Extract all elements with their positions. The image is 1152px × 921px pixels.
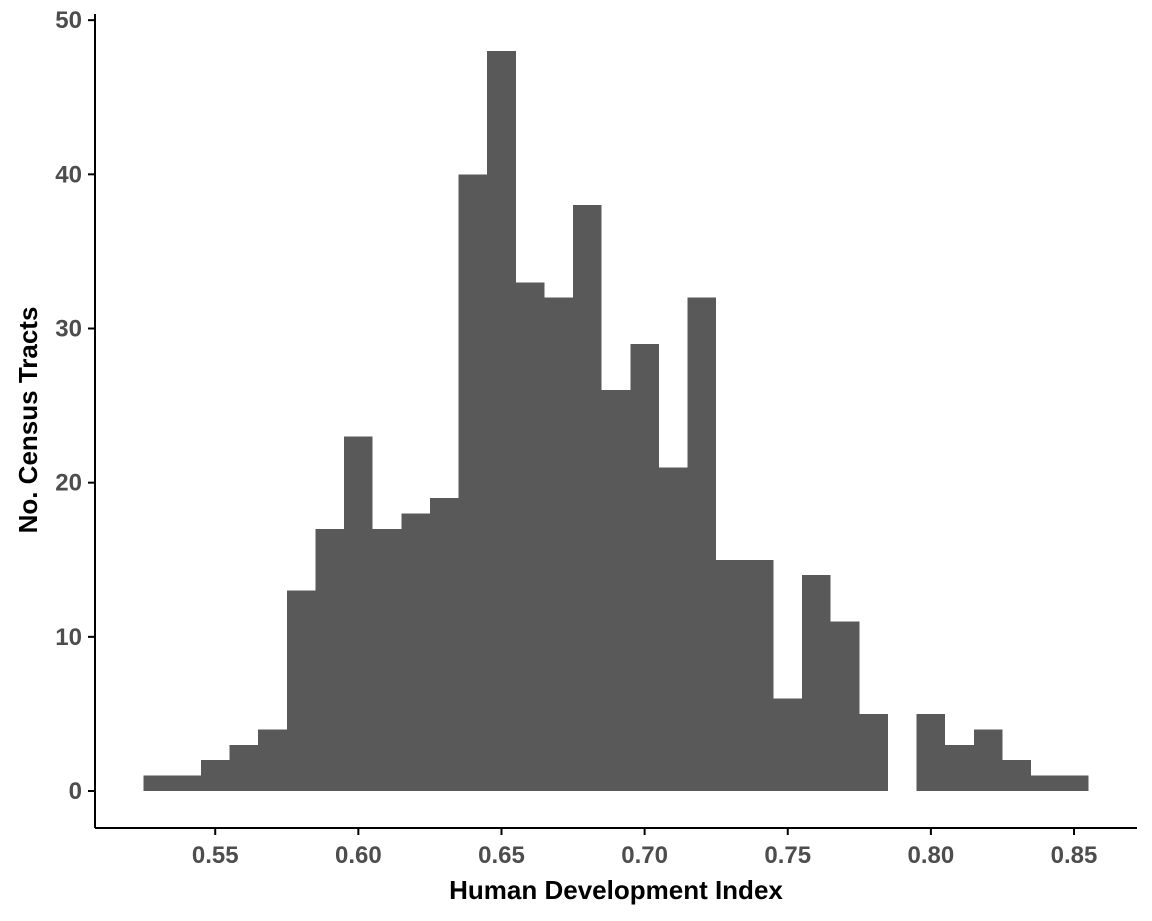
histogram-bar <box>716 559 745 791</box>
x-tick-label: 0.80 <box>908 842 955 869</box>
histogram-bars <box>143 51 1089 792</box>
histogram-bar <box>1059 775 1089 791</box>
x-tick-label: 0.65 <box>478 842 525 869</box>
y-axis-ticks: 0 10 20 30 40 50 <box>55 7 95 805</box>
histogram-bar <box>172 775 201 791</box>
histogram-bar <box>544 297 574 791</box>
histogram-bar <box>973 729 1003 791</box>
histogram-bar <box>258 729 287 791</box>
histogram-bar <box>802 575 831 791</box>
histogram-bar <box>401 513 430 791</box>
x-tick-label: 0.85 <box>1051 842 1098 869</box>
histogram-bar <box>945 744 974 791</box>
y-tick-label: 20 <box>55 470 82 497</box>
x-tick-label: 0.70 <box>621 842 668 869</box>
x-axis-title: Human Development Index <box>449 875 783 905</box>
histogram-bar <box>573 205 602 791</box>
x-tick-label: 0.55 <box>192 842 239 869</box>
y-tick-label: 10 <box>55 624 82 651</box>
histogram-bar <box>658 467 688 791</box>
y-tick-label: 40 <box>55 161 82 188</box>
histogram-bar <box>143 775 173 791</box>
histogram-bar <box>487 51 516 791</box>
histogram-bar <box>229 744 259 791</box>
histogram-bar <box>429 498 459 791</box>
x-tick-label: 0.60 <box>335 842 382 869</box>
x-axis-ticks: 0.55 0.60 0.65 0.70 0.75 0.80 0.85 <box>192 828 1098 869</box>
y-tick-label: 30 <box>55 316 82 343</box>
histogram-bar <box>630 343 659 791</box>
y-axis-title: No. Census Tracts <box>13 307 43 534</box>
histogram-bar <box>601 390 631 791</box>
x-tick-label: 0.75 <box>764 842 811 869</box>
histogram-bar <box>773 698 803 791</box>
histogram-bar <box>687 297 717 791</box>
y-tick-label: 0 <box>69 778 82 805</box>
histogram-bar <box>458 174 488 792</box>
histogram-bar <box>916 713 946 791</box>
histogram-bar <box>344 436 373 791</box>
histogram-bar <box>200 760 230 791</box>
histogram-bar <box>515 282 545 791</box>
y-tick-label: 50 <box>55 7 82 34</box>
histogram-bar <box>830 621 860 791</box>
histogram-bar <box>1002 760 1032 791</box>
histogram-bar <box>859 713 888 791</box>
histogram-bar <box>315 528 345 791</box>
histogram-bar <box>286 590 316 791</box>
histogram-bar <box>372 528 402 791</box>
histogram-bar <box>744 559 774 791</box>
histogram-bar <box>1031 775 1060 791</box>
